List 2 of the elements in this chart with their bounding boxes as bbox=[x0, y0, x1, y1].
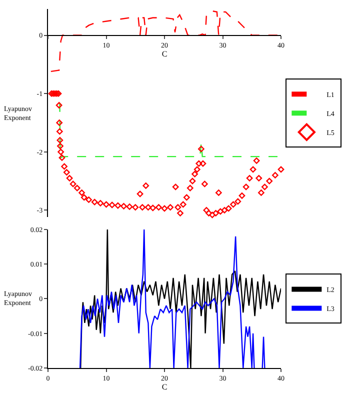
x-axis-title: C bbox=[162, 50, 168, 59]
x-axis-title: C bbox=[162, 382, 168, 392]
